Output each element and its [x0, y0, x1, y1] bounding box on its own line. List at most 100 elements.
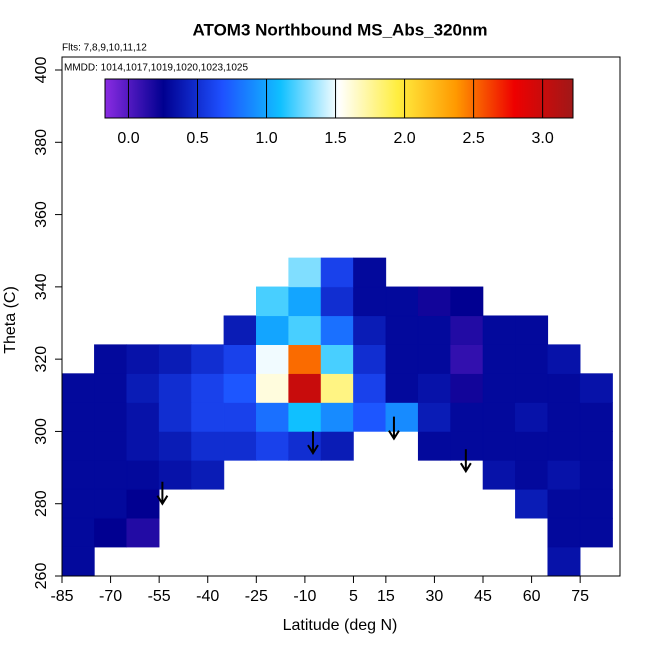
arrow [388, 416, 400, 441]
heat-cell [579, 488, 613, 519]
heat-cell [579, 373, 613, 403]
heat-cell [353, 344, 387, 374]
heat-cell [94, 344, 128, 374]
heat-cell [547, 373, 581, 403]
heat-cell [320, 344, 354, 374]
heat-cell [256, 402, 289, 432]
heat-cell [126, 402, 160, 432]
heat-cell [94, 460, 128, 490]
y-tick-label: 280 [33, 490, 50, 517]
y-tick-label: 320 [33, 346, 50, 373]
heat-cell [223, 344, 257, 374]
heat-cell [288, 286, 322, 317]
heat-cell [191, 431, 225, 461]
heat-cell [223, 315, 257, 345]
heat-cell [482, 460, 516, 490]
heat-cell [126, 488, 160, 519]
heat-cell [126, 460, 160, 490]
heat-cell [547, 517, 581, 548]
heatmap [61, 257, 613, 577]
heat-cell [547, 402, 581, 432]
overlay [156, 416, 472, 506]
heat-cell [450, 344, 484, 374]
heat-cell [61, 402, 95, 432]
heat-cell [223, 402, 257, 432]
colorbar-tick-label: 1.0 [255, 130, 277, 147]
heat-cell [353, 402, 387, 432]
heat-cell [61, 460, 95, 490]
colorbar-tick-label: 0.0 [117, 130, 139, 147]
heat-cell [288, 257, 322, 288]
x-tick-label: 60 [523, 588, 541, 605]
heat-cell [450, 402, 484, 432]
heat-cell [417, 373, 451, 403]
heat-cell [256, 344, 289, 374]
x-tick-label: -55 [148, 588, 171, 605]
colorbar-tick-label: 3.0 [532, 130, 554, 147]
heat-cell [482, 315, 516, 345]
colorbar-tick-label: 2.0 [393, 130, 415, 147]
heat-cell [515, 315, 549, 345]
heat-cell [515, 488, 549, 519]
y-tick-label: 380 [33, 129, 50, 156]
heat-cell [353, 257, 387, 288]
heat-cell [482, 373, 516, 403]
colorbar-tick-label: 2.5 [462, 130, 484, 147]
x-axis-title: Latitude (deg N) [283, 617, 398, 634]
x-tick-label: 45 [474, 588, 492, 605]
heat-cell [288, 402, 322, 432]
subtitle: Flts: 7,8,9,10,11,12 [62, 43, 147, 54]
heat-cell [191, 402, 225, 432]
heat-cell [547, 488, 581, 519]
y-tick-label: 300 [33, 418, 50, 445]
x-tick-label: -10 [293, 588, 316, 605]
heat-cell [385, 402, 419, 432]
heat-cell [353, 286, 387, 317]
heat-cell [515, 373, 549, 403]
x-tick-label: 5 [349, 588, 358, 605]
x-tick-label: 75 [571, 588, 589, 605]
heat-cell [515, 344, 549, 374]
heat-cell [320, 373, 354, 403]
heat-cell [320, 257, 354, 288]
arrow [459, 449, 472, 474]
heat-cell [158, 402, 192, 432]
y-tick-label: 400 [33, 57, 50, 84]
x-tick-label: -70 [99, 588, 122, 605]
heat-cell [126, 373, 160, 403]
heat-cell [482, 344, 516, 374]
heat-cell [191, 344, 225, 374]
heat-cell [61, 517, 95, 548]
heat-cell [223, 431, 257, 461]
heat-cell [158, 373, 192, 403]
heat-cell [482, 431, 516, 461]
heat-cell [320, 431, 354, 461]
heat-cell [450, 286, 484, 317]
heat-cell [417, 402, 451, 432]
heat-cell [320, 315, 354, 345]
x-tick-label: -25 [245, 588, 268, 605]
heat-cell [450, 373, 484, 403]
plot-frame [61, 56, 621, 577]
heat-cell [223, 373, 257, 403]
heat-cell [94, 431, 128, 461]
arrow [307, 431, 319, 456]
heat-cell [288, 344, 322, 374]
heat-cell [94, 373, 128, 403]
heat-cell [158, 460, 192, 490]
heat-cell [547, 344, 581, 374]
heat-cell [288, 431, 322, 461]
heat-cell [61, 546, 95, 577]
heat-cell [288, 315, 322, 345]
chart-title: ATOM3 Northbound MS_Abs_320nm [192, 20, 487, 39]
heat-cell [547, 546, 581, 577]
heat-cell [256, 286, 289, 317]
heat-cell [417, 315, 451, 345]
heat-cell [385, 315, 419, 345]
heat-cell [579, 517, 613, 548]
heat-cell [158, 431, 192, 461]
y-tick-label: 340 [33, 273, 50, 300]
heat-cell [385, 373, 419, 403]
heat-cell [579, 460, 613, 490]
heat-cell [126, 344, 160, 374]
